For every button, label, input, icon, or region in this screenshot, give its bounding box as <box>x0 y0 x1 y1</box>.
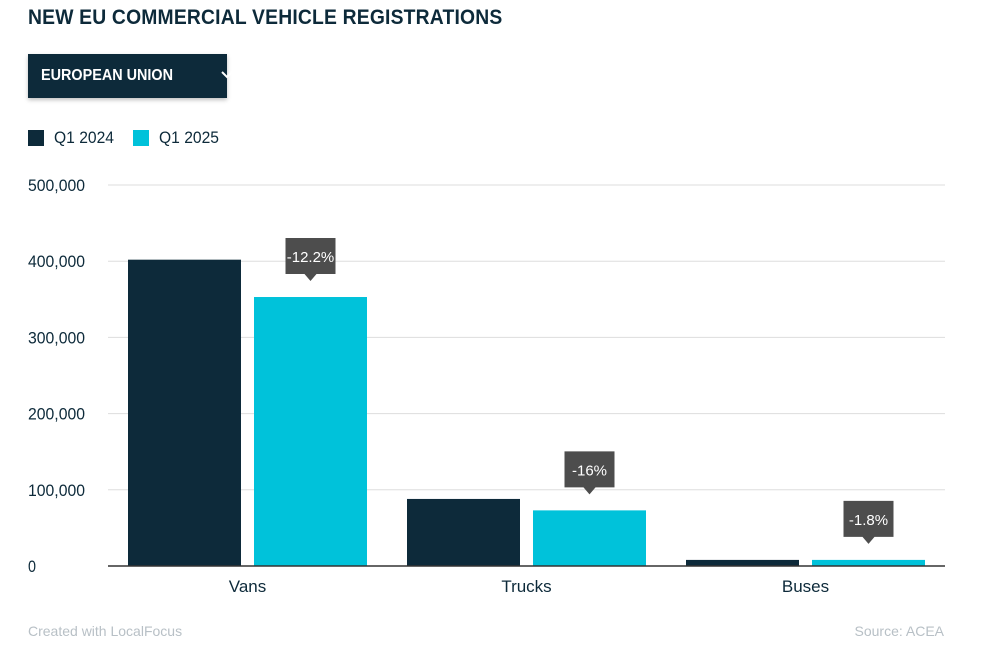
chevron-down-icon <box>221 71 233 79</box>
y-tick-label: 500,000 <box>28 176 85 195</box>
change-badge-label: -12.2% <box>287 249 335 266</box>
chart-title: NEW EU COMMERCIAL VEHICLE REGISTRATIONS <box>28 6 503 29</box>
bar-chart: 0 100,000 200,000 300,000 400,000 500,000 -12.… <box>28 176 945 596</box>
credit-text: Created with LocalFocus <box>28 623 183 639</box>
change-badge <box>564 451 615 495</box>
change-badge-label: -16% <box>572 462 607 479</box>
chart-legend: Q1 2024 Q1 2025 <box>28 128 238 148</box>
y-tick-label: 0 <box>28 557 36 576</box>
legend-item-q1-2024: Q1 2024 <box>28 128 119 148</box>
change-badge <box>285 238 336 282</box>
bar-trucks-series-1 <box>407 498 520 566</box>
bar-buses-series-2 <box>812 559 925 566</box>
legend-swatch-q1-2025 <box>133 130 150 146</box>
x-tick-label: Trucks <box>501 577 551 596</box>
legend-label-q1-2024: Q1 2024 <box>54 128 115 147</box>
bar-trucks-series-2 <box>533 510 646 566</box>
y-tick-label: 300,000 <box>28 328 85 347</box>
y-tick-label: 200,000 <box>28 405 85 424</box>
bar-vans-series-1 <box>128 259 241 566</box>
bar-vans-series-2 <box>254 297 367 566</box>
change-badge-label: -1.8% <box>849 512 888 529</box>
x-tick-label: Vans <box>229 577 267 596</box>
bar-buses-series-1 <box>686 559 799 566</box>
legend-swatch-q1-2024 <box>28 130 44 146</box>
legend-label-q1-2025: Q1 2025 <box>159 128 220 147</box>
x-tick-label: Buses <box>782 577 829 596</box>
change-badge <box>843 500 894 544</box>
legend-item-q1-2025: Q1 2025 <box>133 128 224 148</box>
region-dropdown-label: EUROPEAN UNION <box>41 67 174 84</box>
y-tick-label: 400,000 <box>28 252 85 271</box>
y-tick-label: 100,000 <box>28 481 85 500</box>
region-dropdown[interactable]: EUROPEAN UNION <box>28 54 233 98</box>
source-text: Source: ACEA <box>854 623 945 639</box>
